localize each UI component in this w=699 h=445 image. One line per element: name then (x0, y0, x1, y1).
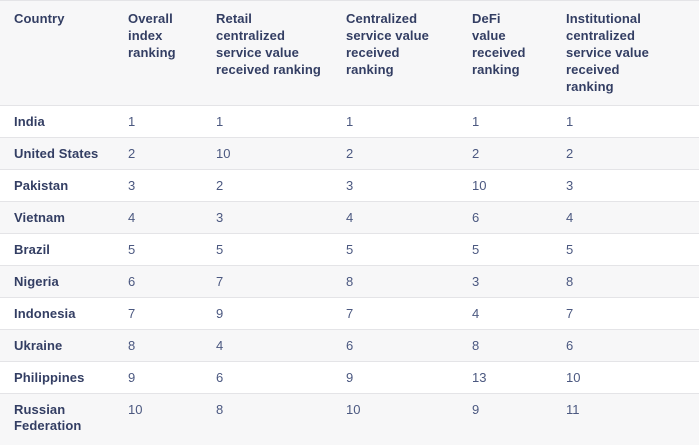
country-name-cell: Ukraine (14, 338, 63, 353)
table-body: India 1 1 1 1 1 United States 2 10 2 2 2… (0, 105, 699, 445)
table-row: Nigeria 6 7 8 3 8 (0, 265, 699, 298)
table-row: Pakistan 3 2 3 10 3 (0, 169, 699, 202)
country-name-cell: Russian Federation (14, 402, 82, 433)
defi-ranking-cell: 3 (472, 274, 480, 289)
country-name-cell: Brazil (14, 242, 51, 257)
retail-centralized-ranking-cell: 8 (216, 402, 224, 417)
overall-index-ranking-cell: 10 (128, 402, 143, 417)
defi-ranking-cell: 8 (472, 338, 480, 353)
retail-centralized-ranking-cell: 6 (216, 370, 224, 385)
retail-centralized-ranking-cell: 1 (216, 114, 224, 129)
column-header-retail-centralized: Retail centralized service value receive… (216, 11, 321, 77)
table-row: Philippines 9 6 9 13 10 (0, 361, 699, 394)
table-header: Country Overall index ranking Retail cen… (0, 1, 699, 106)
retail-centralized-ranking-cell: 3 (216, 210, 224, 225)
overall-index-ranking-cell: 1 (128, 114, 136, 129)
overall-index-ranking-cell: 7 (128, 306, 136, 321)
country-name-cell: India (14, 114, 45, 129)
country-name-cell: Nigeria (14, 274, 59, 289)
table-row: Russian Federation 10 8 10 9 11 (0, 393, 699, 445)
centralized-ranking-cell: 7 (346, 306, 354, 321)
column-header-institutional: Institutional centralized service value … (566, 11, 649, 94)
defi-ranking-cell: 10 (472, 178, 487, 193)
institutional-ranking-cell: 8 (566, 274, 574, 289)
institutional-ranking-cell: 3 (566, 178, 574, 193)
defi-ranking-cell: 2 (472, 146, 480, 161)
retail-centralized-ranking-cell: 5 (216, 242, 224, 257)
overall-index-ranking-cell: 6 (128, 274, 136, 289)
column-header-overall-index: Overall index ranking (128, 11, 176, 60)
institutional-ranking-cell: 1 (566, 114, 574, 129)
centralized-ranking-cell: 6 (346, 338, 354, 353)
retail-centralized-ranking-cell: 4 (216, 338, 224, 353)
table-row: United States 2 10 2 2 2 (0, 137, 699, 170)
table-row: Indonesia 7 9 7 4 7 (0, 297, 699, 330)
column-header-country: Country (14, 11, 65, 26)
centralized-ranking-cell: 2 (346, 146, 354, 161)
retail-centralized-ranking-cell: 2 (216, 178, 224, 193)
overall-index-ranking-cell: 5 (128, 242, 136, 257)
centralized-ranking-cell: 3 (346, 178, 354, 193)
column-header-centralized: Centralized service value received ranki… (346, 11, 429, 77)
country-name-cell: Vietnam (14, 210, 66, 225)
column-header-defi: DeFi value received ranking (472, 11, 526, 77)
centralized-ranking-cell: 1 (346, 114, 354, 129)
retail-centralized-ranking-cell: 7 (216, 274, 224, 289)
institutional-ranking-cell: 6 (566, 338, 574, 353)
overall-index-ranking-cell: 4 (128, 210, 136, 225)
retail-centralized-ranking-cell: 9 (216, 306, 224, 321)
country-name-cell: Indonesia (14, 306, 76, 321)
country-name-cell: Pakistan (14, 178, 69, 193)
centralized-ranking-cell: 8 (346, 274, 354, 289)
defi-ranking-cell: 1 (472, 114, 480, 129)
centralized-ranking-cell: 9 (346, 370, 354, 385)
institutional-ranking-cell: 7 (566, 306, 574, 321)
centralized-ranking-cell: 10 (346, 402, 361, 417)
overall-index-ranking-cell: 3 (128, 178, 136, 193)
defi-ranking-cell: 13 (472, 370, 487, 385)
institutional-ranking-cell: 10 (566, 370, 581, 385)
country-name-cell: Philippines (14, 370, 85, 385)
institutional-ranking-cell: 4 (566, 210, 574, 225)
defi-ranking-cell: 4 (472, 306, 480, 321)
defi-ranking-cell: 6 (472, 210, 480, 225)
header-row: Country Overall index ranking Retail cen… (0, 1, 699, 106)
overall-index-ranking-cell: 9 (128, 370, 136, 385)
country-name-cell: United States (14, 146, 99, 161)
centralized-ranking-cell: 5 (346, 242, 354, 257)
institutional-ranking-cell: 11 (566, 402, 580, 417)
retail-centralized-ranking-cell: 10 (216, 146, 231, 161)
centralized-ranking-cell: 4 (346, 210, 354, 225)
table-row: Ukraine 8 4 6 8 6 (0, 329, 699, 362)
defi-ranking-cell: 9 (472, 402, 480, 417)
institutional-ranking-cell: 5 (566, 242, 574, 257)
defi-ranking-cell: 5 (472, 242, 480, 257)
table-row: India 1 1 1 1 1 (0, 105, 699, 138)
table-row: Brazil 5 5 5 5 5 (0, 233, 699, 266)
table-row: Vietnam 4 3 4 6 4 (0, 201, 699, 234)
overall-index-ranking-cell: 8 (128, 338, 136, 353)
overall-index-ranking-cell: 2 (128, 146, 136, 161)
institutional-ranking-cell: 2 (566, 146, 574, 161)
